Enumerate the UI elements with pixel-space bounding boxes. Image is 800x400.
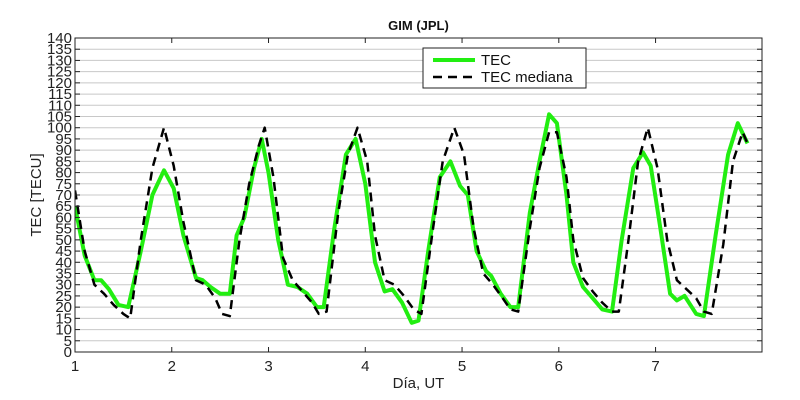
y-tick-label: 120: [47, 75, 72, 92]
x-tick-label: 5: [458, 358, 466, 375]
y-tick-label: 80: [55, 165, 72, 182]
legend[interactable]: TEC TEC mediana: [422, 47, 587, 89]
y-tick-label: 110: [48, 97, 72, 114]
series-line-tec-mediana: [75, 126, 749, 320]
y-tick-label: 140: [47, 30, 72, 47]
y-tick-label: 125: [47, 64, 72, 81]
x-tick-label: 1: [71, 358, 79, 375]
y-tick-label: 55: [55, 221, 72, 238]
x-tick-label: 3: [264, 358, 272, 375]
y-tick-label: 45: [55, 243, 72, 260]
y-tick-label: 35: [55, 266, 72, 283]
y-tick-label: 90: [55, 142, 72, 159]
y-tick-label: 20: [55, 299, 72, 316]
y-tick-label: 65: [55, 198, 72, 215]
y-tick-label: 0: [64, 344, 72, 361]
y-tick-label: 70: [55, 187, 72, 204]
x-axis-label: Día, UT: [393, 375, 445, 392]
y-tick-label: 25: [55, 288, 72, 305]
y-tick-label: 50: [55, 232, 72, 249]
chart-title: GIM (JPL): [388, 18, 449, 33]
y-tick-label: 40: [55, 254, 72, 271]
y-tick-label: 30: [55, 277, 72, 294]
x-tick-label: 4: [361, 358, 369, 375]
y-tick-label: 10: [55, 322, 72, 339]
series-layer: [75, 112, 750, 325]
y-tick-label: 130: [47, 52, 72, 69]
y-tick-label: 15: [55, 310, 72, 327]
y-axis-label: TEC [TECU]: [28, 153, 45, 236]
y-tick-label: 75: [55, 176, 72, 193]
y-tick-label: 135: [47, 41, 72, 58]
y-tick-label: 100: [47, 120, 72, 137]
y-tick-label: 95: [55, 131, 72, 148]
y-tick-label: 5: [64, 333, 72, 350]
legend-box: [422, 47, 587, 89]
axis-ticks: 0510152025303540455055606570758085909510…: [47, 30, 762, 375]
y-tick-label: 85: [55, 153, 72, 170]
x-tick-label: 7: [651, 358, 659, 375]
series-line-tec: [75, 112, 750, 325]
y-tick-label: 105: [47, 109, 72, 126]
x-tick-label: 2: [168, 358, 176, 375]
y-tick-label: 60: [55, 209, 72, 226]
y-tick-label: 115: [48, 86, 72, 103]
legend-label-tec: TEC: [481, 52, 511, 69]
legend-label-tec-mediana: TEC mediana: [481, 69, 573, 86]
x-tick-label: 6: [555, 358, 563, 375]
